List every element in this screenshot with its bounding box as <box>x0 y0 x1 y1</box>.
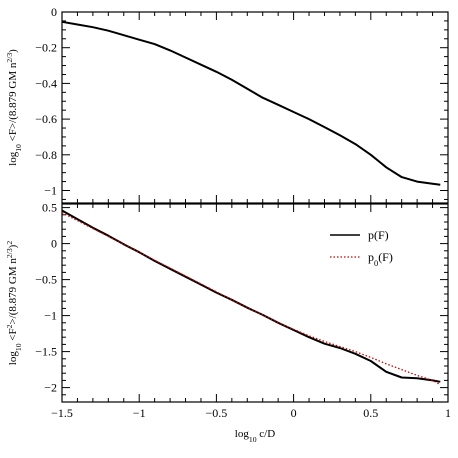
y-tick-label: −1 <box>44 184 57 198</box>
x-tick-label: 0 <box>291 406 297 420</box>
legend: p(F) p0(F) <box>330 228 393 268</box>
legend-label: p(F) <box>368 228 389 242</box>
x-tick-label: −0.5 <box>206 406 228 420</box>
y-tick-label: −0.4 <box>35 76 57 90</box>
y-tick-label: −0.2 <box>35 41 57 55</box>
plot-frame <box>61 11 449 204</box>
y-axis-label: log10 <F>/(8.879 GM n2/3) <box>5 49 23 166</box>
y-tick-label: 0.5 <box>42 201 57 215</box>
y-tick-label: −1.5 <box>35 345 57 359</box>
y-tick-label: −2 <box>44 381 57 395</box>
y-tick-label: −0.5 <box>35 273 57 287</box>
y-tick-label: 0 <box>51 237 57 251</box>
x-tick-label: 0.5 <box>363 406 378 420</box>
y-tick-label: −1 <box>44 309 57 323</box>
x-axis-label: log10 c/D <box>235 428 275 444</box>
y-tick-label: 0 <box>51 5 57 19</box>
y-axis-label: log10 <F2>/(8.879 GM n2/3)2 <box>5 241 23 366</box>
y-tick-label: −0.6 <box>35 112 57 126</box>
y-tick-label: −0.8 <box>35 148 57 162</box>
plot-frame <box>61 203 449 403</box>
x-tick-label: −1.5 <box>51 406 73 420</box>
legend-label: p0(F) <box>368 250 393 268</box>
series-line-1 <box>61 209 441 383</box>
top-panel: 0 −0.2 −0.4 −0.6 −0.8 −1 <box>35 5 449 204</box>
x-tick-label: 1 <box>445 406 451 420</box>
x-tick-label: −1 <box>133 406 146 420</box>
axis-labels: log10 <F>/(8.879 GM n2/3) log10 <F2>/(8.8… <box>5 49 276 444</box>
bottom-panel: −1.5 −1 −0.5 0 0.5 1 0.5 0 −0.5 −1 −1.5 −2 p(F) p0(F) <box>35 201 451 420</box>
series-line-1 <box>61 20 441 186</box>
